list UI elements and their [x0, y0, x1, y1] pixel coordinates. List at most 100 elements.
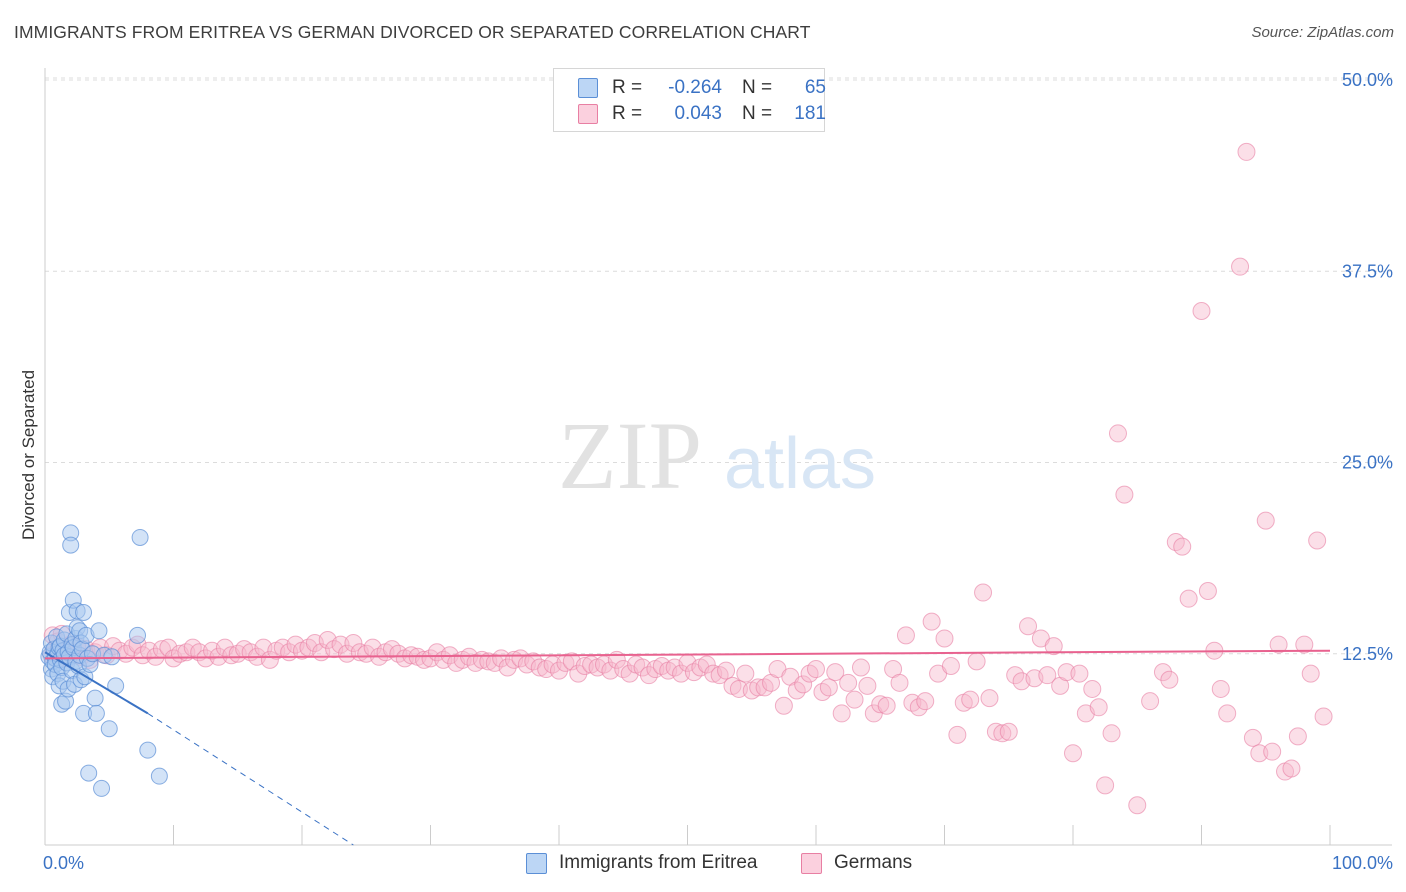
legend-r-label: R =	[612, 77, 643, 98]
germans-point	[845, 690, 864, 709]
legend: R = -0.264 N = 65 R = 0.043 N = 181	[553, 68, 826, 132]
germans-point	[819, 678, 838, 697]
germans-point	[537, 660, 556, 679]
germans-point	[877, 696, 896, 715]
germans-point	[344, 634, 363, 653]
legend-n-label: N =	[742, 103, 773, 124]
germans-point	[672, 664, 691, 683]
germans-point	[1250, 744, 1269, 763]
bottom-legend-label-eritrea: Immigrants from Eritrea	[559, 852, 758, 873]
germans-point	[800, 664, 819, 683]
y-tick-label: 37.5%	[1342, 261, 1393, 281]
germans-point	[794, 675, 813, 694]
germans-point	[1141, 692, 1160, 711]
germans-point	[1102, 724, 1121, 743]
germans-point	[826, 663, 845, 682]
germans-point	[916, 692, 935, 711]
germans-point	[1269, 635, 1288, 654]
germans-point	[755, 678, 774, 697]
germans-point	[993, 724, 1012, 743]
germans-point	[961, 690, 980, 709]
germans-point	[1096, 776, 1115, 795]
watermark: ZIP atlas	[558, 402, 876, 509]
germans-point	[941, 656, 960, 675]
chart-title: IMMIGRANTS FROM ERITREA VS GERMAN DIVORC…	[14, 22, 811, 42]
eritrea-point	[129, 626, 147, 644]
germans-point	[807, 660, 825, 679]
germans-point	[1231, 257, 1250, 276]
germans-point	[839, 673, 858, 692]
germans-point	[260, 650, 279, 669]
bottom-legend-germans: Germans	[801, 852, 912, 874]
legend-r-value: -0.264	[668, 77, 722, 98]
germans-point	[1314, 707, 1333, 726]
germans-point	[729, 679, 748, 698]
germans-point	[569, 664, 588, 683]
gridlines	[45, 77, 1392, 655]
y-axis-label: Divorced or Separated	[19, 370, 38, 540]
germans-point	[1128, 796, 1147, 815]
y-tick-label: 12.5%	[1342, 644, 1393, 664]
germans-point	[1295, 635, 1314, 654]
germans-point	[498, 658, 517, 677]
germans-point	[851, 658, 870, 677]
germans-point	[550, 661, 568, 680]
germans-point	[1243, 728, 1262, 747]
germans-point	[697, 655, 716, 674]
eritrea-point	[93, 779, 111, 797]
germans-point	[980, 689, 999, 708]
eritrea-point	[100, 720, 118, 738]
germans-point	[1263, 742, 1282, 761]
germans-point	[382, 640, 401, 659]
y-tick-label: 50.0%	[1342, 70, 1393, 90]
axes	[44, 68, 1392, 846]
y-tick-label: 25.0%	[1342, 453, 1393, 473]
germans-point	[1070, 664, 1089, 683]
legend-n-label: N =	[742, 77, 773, 98]
germans-point	[1173, 537, 1192, 556]
germans-point	[1179, 589, 1198, 608]
germans-point	[832, 704, 851, 723]
eritrea-trend-line	[44, 651, 149, 715]
germans-point	[1308, 531, 1327, 550]
trend-lines	[44, 649, 1331, 846]
eritrea-trend-extension	[147, 712, 354, 846]
germans-point	[1115, 485, 1134, 504]
germans-point	[652, 656, 671, 675]
germans-point	[1301, 664, 1320, 683]
germans-point	[890, 673, 909, 692]
germans-point	[159, 638, 178, 657]
germans-point	[575, 656, 594, 675]
germans-trend-line	[44, 649, 1331, 660]
germans-point	[717, 661, 736, 680]
germans-point	[1153, 663, 1172, 682]
germans-point	[999, 722, 1018, 741]
bottom-legend-swatch-germans	[801, 852, 822, 874]
germans-point	[922, 612, 941, 631]
germans-point	[601, 661, 620, 680]
bottom-legend-swatch-eritrea	[526, 852, 547, 874]
eritrea-point	[139, 741, 157, 759]
eritrea-point	[80, 764, 98, 782]
germans-point	[967, 652, 986, 671]
germans-point	[492, 649, 511, 668]
eritrea-point	[75, 603, 93, 621]
germans-point	[389, 644, 408, 663]
germans-point	[1237, 142, 1256, 161]
germans-point	[1282, 759, 1301, 778]
germans-point	[948, 725, 967, 744]
germans-point	[1108, 424, 1127, 443]
germans-point	[1089, 698, 1108, 717]
eritrea-points	[40, 524, 168, 797]
germans-point	[1083, 679, 1102, 698]
germans-point	[337, 644, 356, 663]
bottom-legend-eritrea: Immigrants from Eritrea	[526, 852, 757, 874]
axis-labels: 12.5% 25.0% 37.5% 50.0% 0.0% 100.0% Divorced o…	[19, 70, 1393, 873]
eritrea-point	[86, 689, 104, 707]
germans-point	[1211, 679, 1230, 698]
germans-point	[1160, 670, 1179, 689]
eritrea-point	[150, 767, 168, 785]
germans-point	[1038, 666, 1057, 685]
germans-point	[986, 722, 1005, 741]
